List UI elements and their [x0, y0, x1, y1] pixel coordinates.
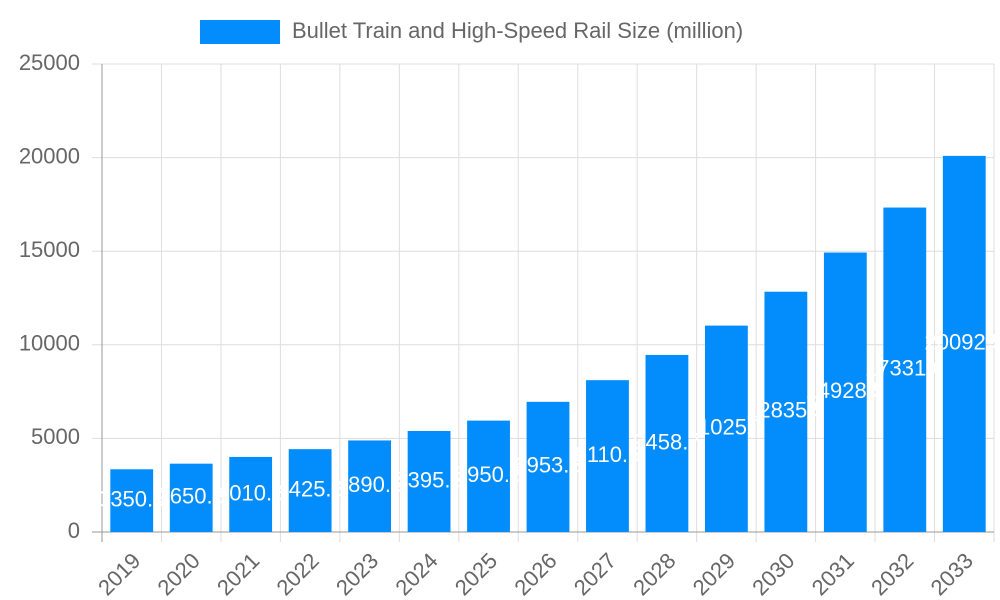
data-label: 4890.5 [336, 472, 403, 497]
x-tick-label: 2019 [93, 548, 145, 600]
x-tick-label: 2031 [807, 548, 859, 600]
data-label: 9458.7 [633, 429, 700, 454]
y-tick-label: 10000 [19, 331, 80, 356]
bar [645, 354, 689, 532]
bar [229, 456, 273, 532]
data-label: 5395.5 [395, 467, 462, 492]
data-label: 20092.5 [925, 330, 1000, 355]
x-tick-label: 2032 [866, 548, 918, 600]
y-tick-label: 0 [68, 518, 80, 543]
x-tick-label: 2022 [271, 548, 323, 600]
x-tick-label: 2023 [331, 548, 383, 600]
legend-label[interactable]: Bullet Train and High-Speed Rail Size (m… [292, 18, 743, 43]
bar [942, 155, 986, 532]
data-label: 12835.5 [746, 398, 826, 423]
x-tick-label: 2027 [569, 548, 621, 600]
bar [288, 449, 332, 532]
data-label: 3350.5 [98, 486, 165, 511]
bar [169, 463, 213, 532]
bar [586, 380, 629, 532]
bar [883, 207, 927, 533]
x-tick-label: 2026 [509, 548, 561, 600]
bar [823, 252, 867, 532]
x-tick-label: 2024 [390, 548, 442, 600]
x-tick-label: 2021 [212, 548, 264, 600]
data-label: 4425.5 [276, 476, 343, 501]
y-tick-label: 15000 [19, 237, 80, 262]
bar [764, 291, 808, 532]
x-tick-label: 2025 [450, 548, 502, 600]
data-label: 5950.5 [455, 462, 522, 487]
data-label: 17331.6 [865, 356, 945, 381]
legend-swatch[interactable] [200, 20, 280, 44]
data-label: 11025.7 [687, 415, 765, 440]
bar [526, 401, 570, 532]
bar [704, 325, 748, 532]
x-tick-label: 2028 [628, 548, 680, 600]
data-label: 8110.5 [575, 442, 641, 467]
y-tick-label: 20000 [19, 143, 80, 168]
bar [467, 420, 510, 532]
x-tick-label: 2030 [747, 548, 799, 600]
bar [407, 430, 451, 532]
bar [110, 469, 154, 532]
data-label: 6953.5 [514, 453, 581, 478]
x-tick-label: 2020 [153, 548, 205, 600]
bar [348, 440, 392, 532]
data-label: 14928.5 [806, 378, 886, 403]
data-label: 3650.5 [158, 484, 225, 509]
y-tick-label: 5000 [31, 424, 80, 449]
data-label: 4010.5 [217, 480, 284, 505]
y-tick-label: 25000 [19, 50, 80, 75]
x-tick-label: 2029 [688, 548, 740, 600]
x-tick-label: 2033 [926, 548, 978, 600]
